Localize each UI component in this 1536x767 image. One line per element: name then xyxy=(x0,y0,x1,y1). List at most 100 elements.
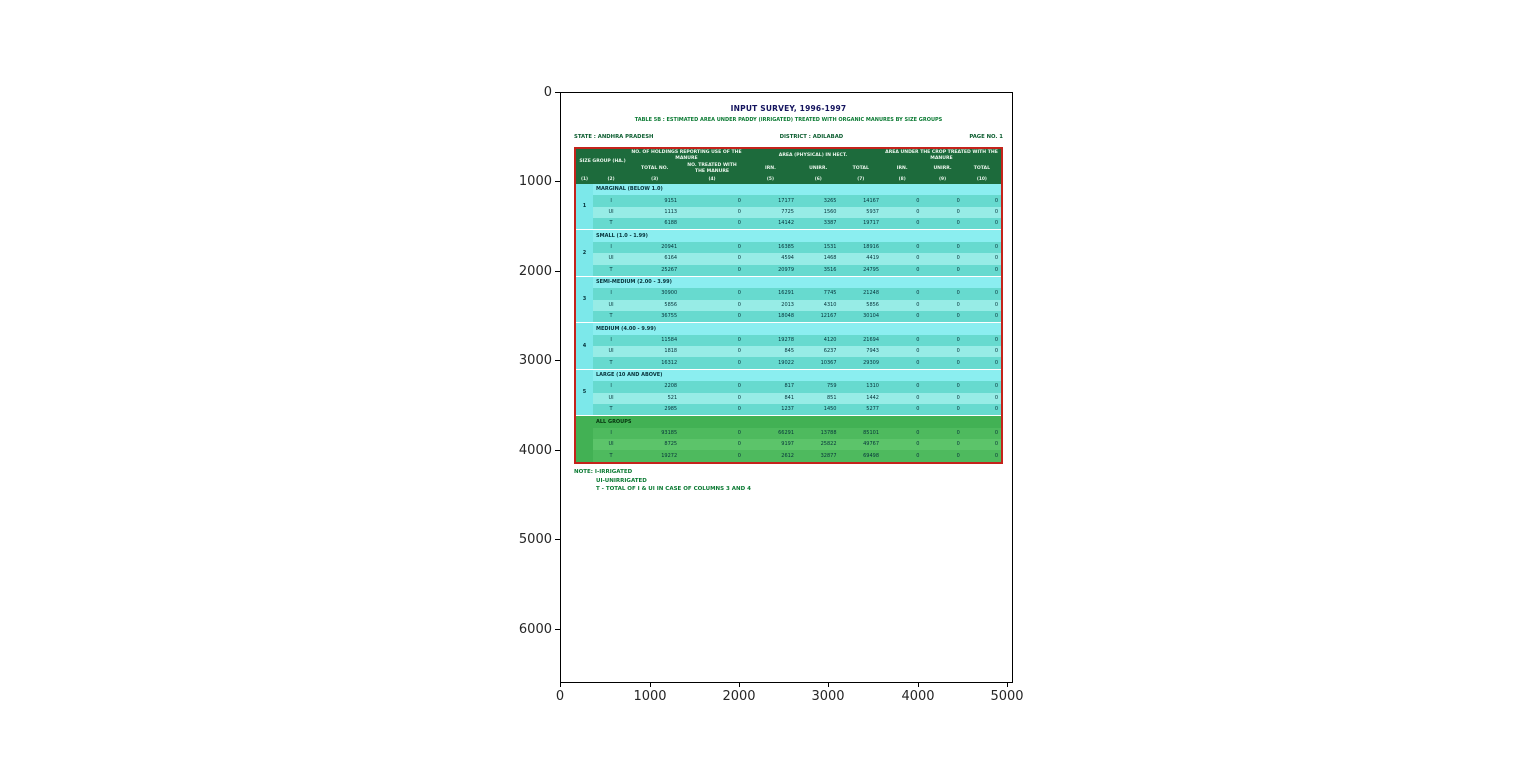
table-cell: 1468 xyxy=(797,253,840,265)
document-title: INPUT SURVEY, 1996-1997 xyxy=(730,104,847,113)
group-serial: 5 xyxy=(576,368,593,416)
table-cell: 4419 xyxy=(839,253,882,265)
table-cell: 0 xyxy=(882,264,923,277)
col-number: (3) xyxy=(629,175,681,184)
table-cell: 0 xyxy=(922,241,963,254)
group-serial: 4 xyxy=(576,322,593,370)
row-label: UI xyxy=(593,439,630,451)
table-cell: 18048 xyxy=(743,311,797,323)
row-label: UI xyxy=(593,346,630,358)
table-cell: 8725 xyxy=(629,439,681,451)
table-cell: 0 xyxy=(922,311,963,323)
table-cell: 0 xyxy=(962,381,1001,393)
table-cell: 20941 xyxy=(629,241,681,254)
table-cell: 1531 xyxy=(797,241,840,254)
table-cell: 1113 xyxy=(629,206,681,219)
table-cell: 0 xyxy=(680,206,744,219)
table-cell: 16312 xyxy=(629,357,681,370)
row-label: T xyxy=(593,264,630,277)
table-cell: 49767 xyxy=(839,439,882,451)
y-tick xyxy=(555,450,560,451)
table-cell: 0 xyxy=(922,381,963,393)
header-size-group: SIZE GROUP (HA.) xyxy=(576,149,630,175)
table-cell: 0 xyxy=(882,439,923,451)
table-cell: 1560 xyxy=(797,206,840,219)
y-tick xyxy=(555,539,560,540)
table-cell: 9197 xyxy=(743,439,797,451)
table-cell: 521 xyxy=(629,392,681,404)
footnote-line: T - TOTAL OF I & UI IN CASE OF COLUMNS 3… xyxy=(596,486,751,492)
table-cell: 0 xyxy=(962,334,1001,347)
table-cell: 0 xyxy=(882,195,923,207)
table-cell: 0 xyxy=(962,206,1001,219)
header-area-treated: AREA UNDER THE CROP TREATED WITH THE MAN… xyxy=(882,149,1001,162)
table-header: SIZE GROUP (HA.) NO. OF HOLDINGS REPORTI… xyxy=(576,149,1001,184)
table-cell: 5856 xyxy=(629,299,681,312)
table-cell: 0 xyxy=(680,195,744,207)
col-number: (10) xyxy=(962,175,1001,184)
table-cell: 16291 xyxy=(743,288,797,300)
table-cell: 3516 xyxy=(797,264,840,277)
table-cell: 0 xyxy=(962,346,1001,358)
row-label: I xyxy=(593,427,630,440)
table-cell: 36755 xyxy=(629,311,681,323)
header-sub: TOTAL xyxy=(962,162,1001,175)
table-cell: 0 xyxy=(962,253,1001,265)
table-cell: 19717 xyxy=(839,218,882,230)
x-tick xyxy=(650,683,651,687)
table-cell: 0 xyxy=(882,288,923,300)
group-serial: 1 xyxy=(576,184,593,230)
table-cell: 11584 xyxy=(629,334,681,347)
row-label: T xyxy=(593,403,630,416)
y-tick xyxy=(555,92,560,93)
table-cell: 0 xyxy=(680,241,744,254)
table-cell: 14142 xyxy=(743,218,797,230)
table-cell: 0 xyxy=(882,253,923,265)
table-cell: 0 xyxy=(882,450,923,462)
table-cell: 19272 xyxy=(629,450,681,462)
table-cell: 32877 xyxy=(797,450,840,462)
table-cell: 0 xyxy=(680,357,744,370)
row-label: UI xyxy=(593,392,630,404)
group-title: LARGE (10 AND ABOVE) xyxy=(593,368,1001,382)
table-cell: 0 xyxy=(882,357,923,370)
table-cell: 10367 xyxy=(797,357,840,370)
row-label: I xyxy=(593,288,630,300)
table-cell: 0 xyxy=(922,450,963,462)
table-cell: 0 xyxy=(922,264,963,277)
header-sub: UNIRR. xyxy=(922,162,963,175)
table-cell: 16385 xyxy=(743,241,797,254)
table-cell: 5277 xyxy=(839,403,882,416)
col-number: (6) xyxy=(797,175,840,184)
table-cell: 0 xyxy=(882,311,923,323)
col-number: (2) xyxy=(593,175,630,184)
y-tick xyxy=(555,629,560,630)
district-label: DISTRICT : ADILABAD xyxy=(779,134,844,140)
table-cell: 0 xyxy=(922,357,963,370)
x-tick-label: 2000 xyxy=(722,689,756,704)
table-cell: 7943 xyxy=(839,346,882,358)
table-cell: 0 xyxy=(882,346,923,358)
y-tick xyxy=(555,271,560,272)
x-tick xyxy=(918,683,919,687)
document-subtitle: TABLE 5B : ESTIMATED AREA UNDER PADDY (I… xyxy=(634,117,943,123)
row-label: I xyxy=(593,381,630,393)
table-cell: 0 xyxy=(680,346,744,358)
col-number: (4) xyxy=(680,175,744,184)
header-sub: IRN. xyxy=(743,162,797,175)
table-cell: 841 xyxy=(743,392,797,404)
table-cell: 0 xyxy=(962,311,1001,323)
table-cell: 0 xyxy=(922,392,963,404)
table-cell: 3265 xyxy=(797,195,840,207)
table-cell: 1310 xyxy=(839,381,882,393)
survey-table: SIZE GROUP (HA.) NO. OF HOLDINGS REPORTI… xyxy=(576,149,1001,462)
table-cell: 5856 xyxy=(839,299,882,312)
table-cell: 0 xyxy=(962,288,1001,300)
table-cell: 0 xyxy=(922,206,963,219)
table-cell: 0 xyxy=(680,450,744,462)
table-cell: 85101 xyxy=(839,427,882,440)
table-cell: 4120 xyxy=(797,334,840,347)
header-sub: NO. TREATED WITH THE MANURE xyxy=(680,162,744,175)
row-label: UI xyxy=(593,299,630,312)
